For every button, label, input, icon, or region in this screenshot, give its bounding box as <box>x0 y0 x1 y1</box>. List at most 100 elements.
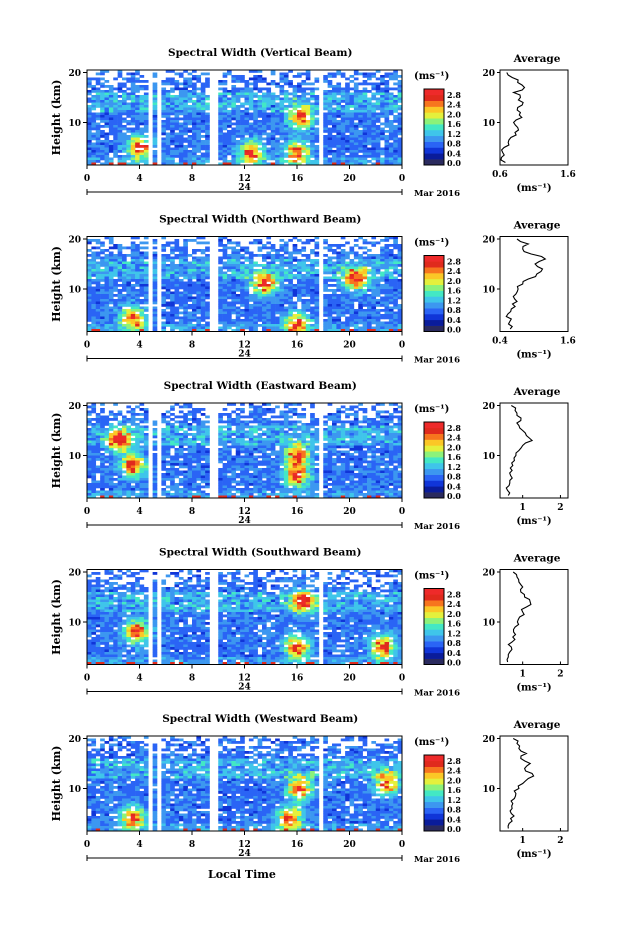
heatmap-cell <box>280 150 285 153</box>
heatmap-cell <box>376 292 381 295</box>
heatmap-cell <box>249 125 254 128</box>
heatmap-cell <box>345 88 350 91</box>
heatmap-cell <box>205 83 210 86</box>
heatmap-cell <box>376 413 381 416</box>
heatmap-cell <box>240 274 245 277</box>
heatmap-cell <box>218 95 223 98</box>
heatmap-cell <box>275 148 280 151</box>
heatmap-cell <box>253 88 258 91</box>
heatmap-cell <box>297 314 302 317</box>
heatmap-cell <box>179 252 184 255</box>
heatmap-cell <box>201 140 206 143</box>
heatmap-cell <box>341 274 346 277</box>
heatmap-cell <box>284 297 289 300</box>
heatmap-cell <box>306 287 311 290</box>
heatmap-cell <box>144 272 149 275</box>
heatmap-cell <box>249 78 254 81</box>
heatmap-cell <box>350 426 355 429</box>
heatmap-cell <box>170 267 175 270</box>
heatmap-cell <box>389 105 394 108</box>
heatmap-cell <box>105 302 110 305</box>
heatmap-cell <box>218 307 223 310</box>
heatmap-cell <box>393 153 398 156</box>
heatmap-cell <box>280 312 285 315</box>
heatmap-cell <box>271 135 276 138</box>
heatmap-cell <box>87 438 92 441</box>
heatmap-cell <box>105 254 110 257</box>
heatmap-cell <box>175 428 180 431</box>
heatmap-cell <box>100 408 105 411</box>
heatmap-cell <box>131 123 136 126</box>
heatmap-cell <box>188 304 193 307</box>
heatmap-cell <box>131 98 136 101</box>
heatmap-cell <box>376 108 381 111</box>
heatmap-cell <box>271 408 276 411</box>
heatmap-cell <box>126 284 131 287</box>
heatmap-cell <box>332 302 337 305</box>
heatmap-cell <box>315 279 320 282</box>
heatmap-cell <box>253 105 258 108</box>
heatmap-cell <box>223 438 228 441</box>
heatmap-cell <box>105 327 110 330</box>
heatmap-cell <box>385 302 390 305</box>
heatmap-cell <box>389 272 394 275</box>
heatmap-cell <box>315 307 320 310</box>
heatmap-cell <box>310 153 315 156</box>
heatmap-cell <box>240 123 245 126</box>
heatmap-cell <box>310 259 315 262</box>
heatmap-cell <box>332 322 337 325</box>
heatmap-cell <box>262 282 267 285</box>
heatmap-cell <box>131 140 136 143</box>
heatmap-cell <box>323 269 328 272</box>
heatmap-cell <box>385 426 390 429</box>
heatmap-cell <box>227 294 232 297</box>
heatmap-cell <box>231 88 236 91</box>
heatmap-cell <box>249 138 254 141</box>
heatmap-cell <box>166 277 171 280</box>
heatmap-cell <box>161 123 166 126</box>
heatmap-cell <box>380 153 385 156</box>
heatmap-cell <box>249 90 254 93</box>
heatmap-cell <box>188 93 193 96</box>
heatmap-cell <box>227 433 232 436</box>
heatmap-cell <box>109 123 114 126</box>
heatmap-cell <box>91 138 96 141</box>
heatmap-cell <box>170 423 175 426</box>
heatmap-cell <box>153 312 158 315</box>
heatmap-cell <box>301 95 306 98</box>
heatmap-cell <box>135 98 140 101</box>
heatmap-cell <box>293 98 298 101</box>
heatmap-cell <box>284 125 289 128</box>
heatmap-cell <box>389 73 394 76</box>
heatmap-cell <box>288 257 293 260</box>
heatmap-cell <box>183 304 188 307</box>
heatmap-cell <box>135 73 140 76</box>
heatmap-cell <box>328 83 333 86</box>
heatmap-cell <box>122 155 127 158</box>
heatmap-cell <box>393 155 398 158</box>
heatmap-cell <box>332 294 337 297</box>
heatmap-cell <box>258 274 263 277</box>
heatmap-cell <box>367 322 372 325</box>
heatmap-cell <box>306 307 311 310</box>
heatmap-cell <box>266 113 271 116</box>
heatmap-cell <box>271 267 276 270</box>
heatmap-cell <box>275 287 280 290</box>
heatmap-cell <box>363 267 368 270</box>
heatmap-cell <box>341 100 346 103</box>
heatmap-cell <box>341 322 346 325</box>
heatmap-cell <box>380 135 385 138</box>
heatmap-cell <box>113 128 118 131</box>
heatmap-cell <box>310 83 315 86</box>
heatmap-cell <box>258 158 263 161</box>
heatmap-cell <box>341 153 346 156</box>
heatmap-cell <box>336 150 341 153</box>
heatmap-cell <box>166 120 171 123</box>
heatmap-cell <box>245 302 250 305</box>
heatmap-cell <box>288 284 293 287</box>
heatmap-cell <box>288 105 293 108</box>
heatmap-cell <box>91 317 96 320</box>
heatmap-cell <box>253 160 258 163</box>
heatmap-cell <box>105 319 110 322</box>
heatmap-cell <box>297 292 302 295</box>
